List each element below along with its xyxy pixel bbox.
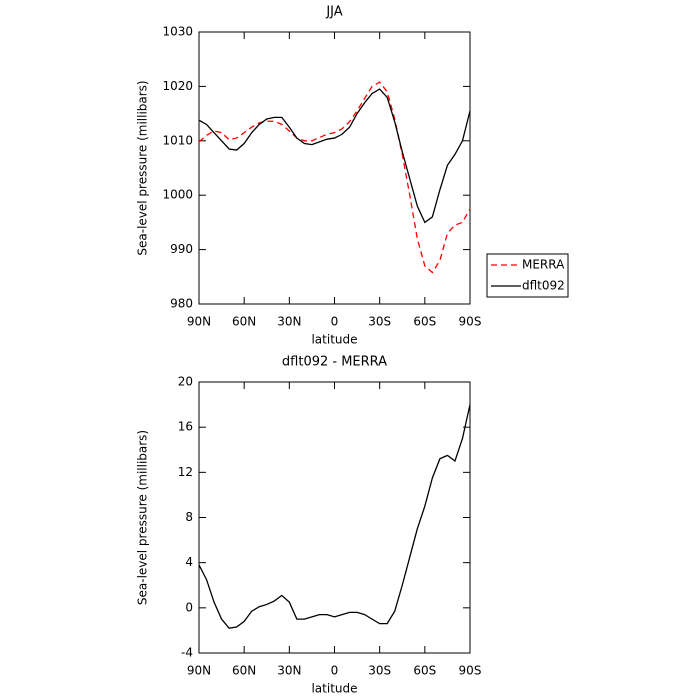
x-tick-label: 30N: [277, 315, 301, 329]
x-tick-label: 90N: [187, 664, 211, 678]
y-tick-label: 0: [185, 600, 193, 614]
plot-frame: [198, 381, 471, 654]
series-line: [198, 404, 471, 629]
x-tick-label: 60S: [413, 664, 436, 678]
x-tick-label: 0: [331, 315, 339, 329]
x-tick-label: 90N: [187, 315, 211, 329]
x-tick-label: 90S: [459, 315, 482, 329]
y-tick-label: 1030: [162, 25, 193, 39]
series-line: [198, 81, 471, 274]
y-tick-label: 12: [178, 465, 193, 479]
y-tick-label: 990: [170, 242, 193, 256]
x-tick-label: 60N: [232, 315, 256, 329]
legend-label: MERRA: [522, 258, 565, 272]
legend-label: dflt092: [522, 279, 565, 293]
x-tick-label: 60N: [232, 664, 256, 678]
series-line: [198, 88, 471, 224]
plot-frame: [198, 31, 471, 305]
y-tick-label: 20: [178, 375, 193, 389]
y-axis-label: Sea-level pressure (millibars): [136, 80, 150, 255]
y-tick-label: 4: [185, 555, 193, 569]
y-tick-label: 16: [178, 420, 193, 434]
x-tick-label: 30S: [368, 315, 391, 329]
y-tick-label: 1000: [162, 188, 193, 202]
x-axis-label: latitude: [311, 682, 357, 696]
y-tick-label: -4: [181, 646, 193, 660]
x-tick-label: 60S: [413, 315, 436, 329]
y-axis-label: Sea-level pressure (millibars): [136, 430, 150, 605]
x-axis-label: latitude: [311, 333, 357, 347]
chart-title: JJA: [325, 5, 342, 20]
x-tick-label: 30N: [277, 664, 301, 678]
x-tick-label: 0: [331, 664, 339, 678]
y-tick-label: 980: [170, 297, 193, 311]
chart-title: dflt092 - MERRA: [282, 355, 387, 370]
y-tick-label: 1010: [162, 133, 193, 147]
y-tick-label: 8: [185, 510, 193, 524]
x-tick-label: 30S: [368, 664, 391, 678]
y-tick-label: 1020: [162, 79, 193, 93]
x-tick-label: 90S: [459, 664, 482, 678]
legend-box: [486, 253, 569, 298]
